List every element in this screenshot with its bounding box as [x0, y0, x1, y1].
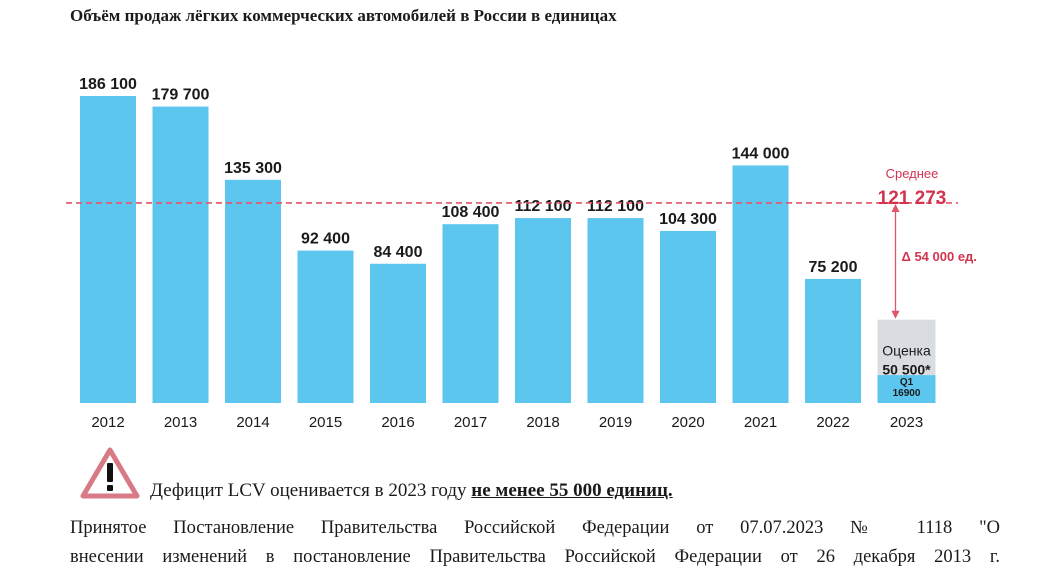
bar-2021 — [732, 165, 789, 403]
decree-line-1: Принятое Постановление Правительства Рос… — [70, 518, 1000, 538]
bar-value-label-2016: 84 400 — [374, 244, 423, 261]
x-tick-label-2018: 2018 — [526, 414, 559, 431]
x-tick-label-2022: 2022 — [816, 414, 849, 431]
bar-value-label-2014: 135 300 — [224, 160, 282, 177]
decree-line-2: внесении изменений в постановление Прави… — [70, 547, 1000, 567]
x-tick-label-2019: 2019 — [599, 414, 632, 431]
bar-2013 — [152, 106, 209, 403]
delta-annotation: Δ 54 000 ед. — [902, 249, 977, 264]
bar-2022 — [805, 278, 861, 403]
bar-value-label-2015: 92 400 — [301, 231, 350, 248]
bar-chart: 186 100 2012 179 700 2013 135 300 2014 92 400 2… — [66, 76, 977, 431]
average-value: 121 273 — [878, 188, 947, 209]
decree-note: Принятое Постановление Правительства Рос… — [70, 514, 1000, 572]
x-tick-label-2021: 2021 — [744, 414, 777, 431]
x-tick-label-2013: 2013 — [164, 414, 197, 431]
bar-value-label-2019: 112 100 — [587, 198, 644, 215]
bar-2020 — [660, 230, 716, 403]
x-tick-label-2015: 2015 — [309, 414, 342, 431]
bar-2019 — [587, 218, 644, 403]
bar-2012 — [80, 96, 136, 403]
x-tick-label-2017: 2017 — [454, 414, 487, 431]
delta-arrow-down-icon — [891, 310, 900, 319]
delta-arrow-up-icon — [891, 203, 900, 212]
bar-value-label-2022: 75 200 — [809, 259, 858, 276]
bar-value-label-2020: 104 300 — [659, 211, 717, 228]
estimate-value: 50 500* — [882, 362, 931, 378]
bar-2015 — [297, 250, 354, 403]
bar-value-label-2013: 179 700 — [152, 87, 210, 104]
estimate-label: Оценка — [882, 343, 931, 359]
deficit-prefix: Дефицит LCV оценивается в 2023 году — [150, 480, 472, 501]
average-title: Среднее — [886, 166, 939, 181]
deficit-emphasis: не менее 55 000 единиц. — [471, 480, 673, 501]
q1-bar-2023 — [877, 375, 936, 403]
warning-triangle-icon — [80, 447, 140, 499]
bar-2018 — [515, 218, 571, 403]
x-tick-label-2012: 2012 — [91, 414, 124, 431]
q1-label: Q1 — [900, 377, 914, 388]
bar-2017 — [442, 224, 499, 403]
x-tick-label-2023: 2023 — [890, 414, 923, 431]
x-tick-label-2020: 2020 — [671, 414, 704, 431]
x-tick-label-2016: 2016 — [381, 414, 414, 431]
bar-value-label-2018: 112 100 — [515, 198, 572, 215]
bar-value-label-2017: 108 400 — [442, 204, 500, 221]
deficit-note: Дефицит LCV оценивается в 2023 году не м… — [150, 480, 673, 502]
q1-value: 16900 — [893, 388, 921, 399]
bar-value-label-2012: 186 100 — [79, 76, 137, 93]
bar-2016 — [370, 263, 426, 403]
bar-value-label-2021: 144 000 — [732, 145, 790, 162]
x-tick-label-2014: 2014 — [236, 414, 269, 431]
chart-title: Объём продаж лёгких коммерческих автомоб… — [70, 6, 617, 25]
bar-2014 — [225, 179, 281, 403]
